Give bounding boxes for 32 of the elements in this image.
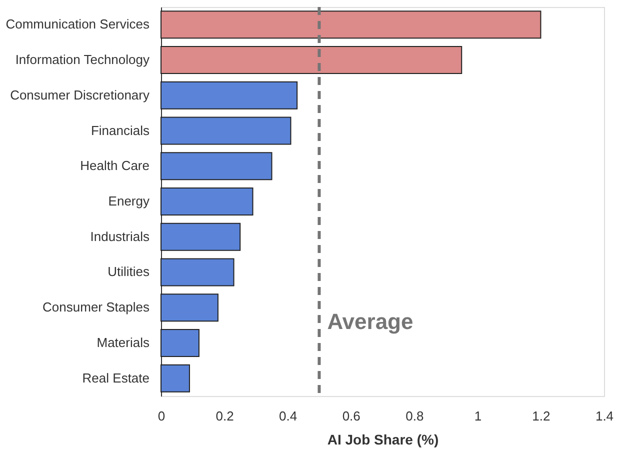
y-tick-label: Materials: [96, 334, 150, 350]
bar: [160, 222, 241, 251]
bar: [160, 328, 200, 357]
y-tick-label: Energy: [108, 194, 150, 208]
y-tick-label: Utilities: [108, 264, 150, 280]
bar: [160, 152, 272, 180]
bar: [160, 364, 190, 392]
bar: [160, 116, 292, 145]
x-axis-title: AI Job Share (%): [327, 432, 439, 448]
x-tick-label: 0.6: [342, 408, 360, 424]
bar: [160, 294, 218, 322]
y-tick-label: Communication Services: [6, 16, 150, 32]
x-tick-label: 0.4: [279, 408, 298, 424]
x-tick-label: 0: [158, 408, 166, 424]
bar: [160, 46, 462, 74]
bar: [160, 10, 542, 39]
y-tick-label: Consumer Staples: [42, 300, 150, 315]
x-tick-label: 0.8: [406, 408, 424, 424]
x-tick-label: 0.2: [216, 408, 234, 424]
bar: [160, 258, 234, 286]
bar: [160, 81, 298, 110]
bar: [160, 188, 254, 216]
y-tick-label: Health Care: [80, 158, 150, 174]
x-tick-label: 1.2: [532, 408, 550, 424]
y-tick-label: Financials: [90, 122, 150, 138]
ref-line-label: Average: [327, 309, 414, 334]
x-tick-label: 1: [474, 408, 482, 424]
y-tick-label: Consumer Discretionary: [10, 87, 150, 102]
y-tick-label: Industrials: [90, 228, 150, 244]
y-tick-label: Real Estate: [82, 370, 150, 386]
x-tick-label: 1.4: [595, 408, 614, 424]
y-tick-label: Information Technology: [15, 52, 150, 68]
